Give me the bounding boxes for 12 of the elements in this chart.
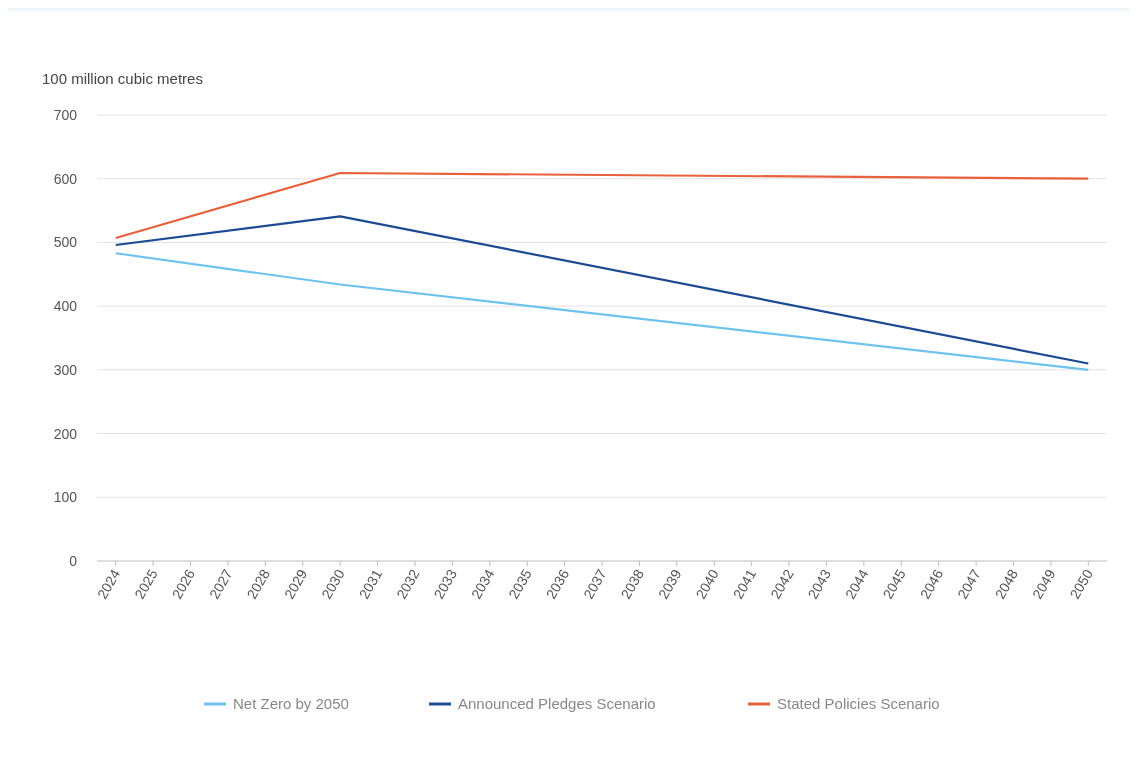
y-tick-label: 200 (53, 425, 78, 442)
y-axis-title: 100 million cubic metres (42, 70, 203, 87)
legend-label: Announced Pledges Scenario (458, 695, 656, 712)
legend-label: Net Zero by 2050 (233, 695, 349, 712)
y-tick-label: 400 (53, 298, 78, 315)
y-tick-label: 100 (53, 489, 78, 506)
legend-label: Stated Policies Scenario (777, 695, 940, 712)
y-tick-label: 500 (53, 234, 78, 251)
y-tick-label: 700 (53, 107, 78, 123)
y-tick-label: 600 (53, 170, 78, 187)
y-tick-label: 0 (69, 553, 78, 569)
y-tick-label: 300 (53, 361, 78, 378)
